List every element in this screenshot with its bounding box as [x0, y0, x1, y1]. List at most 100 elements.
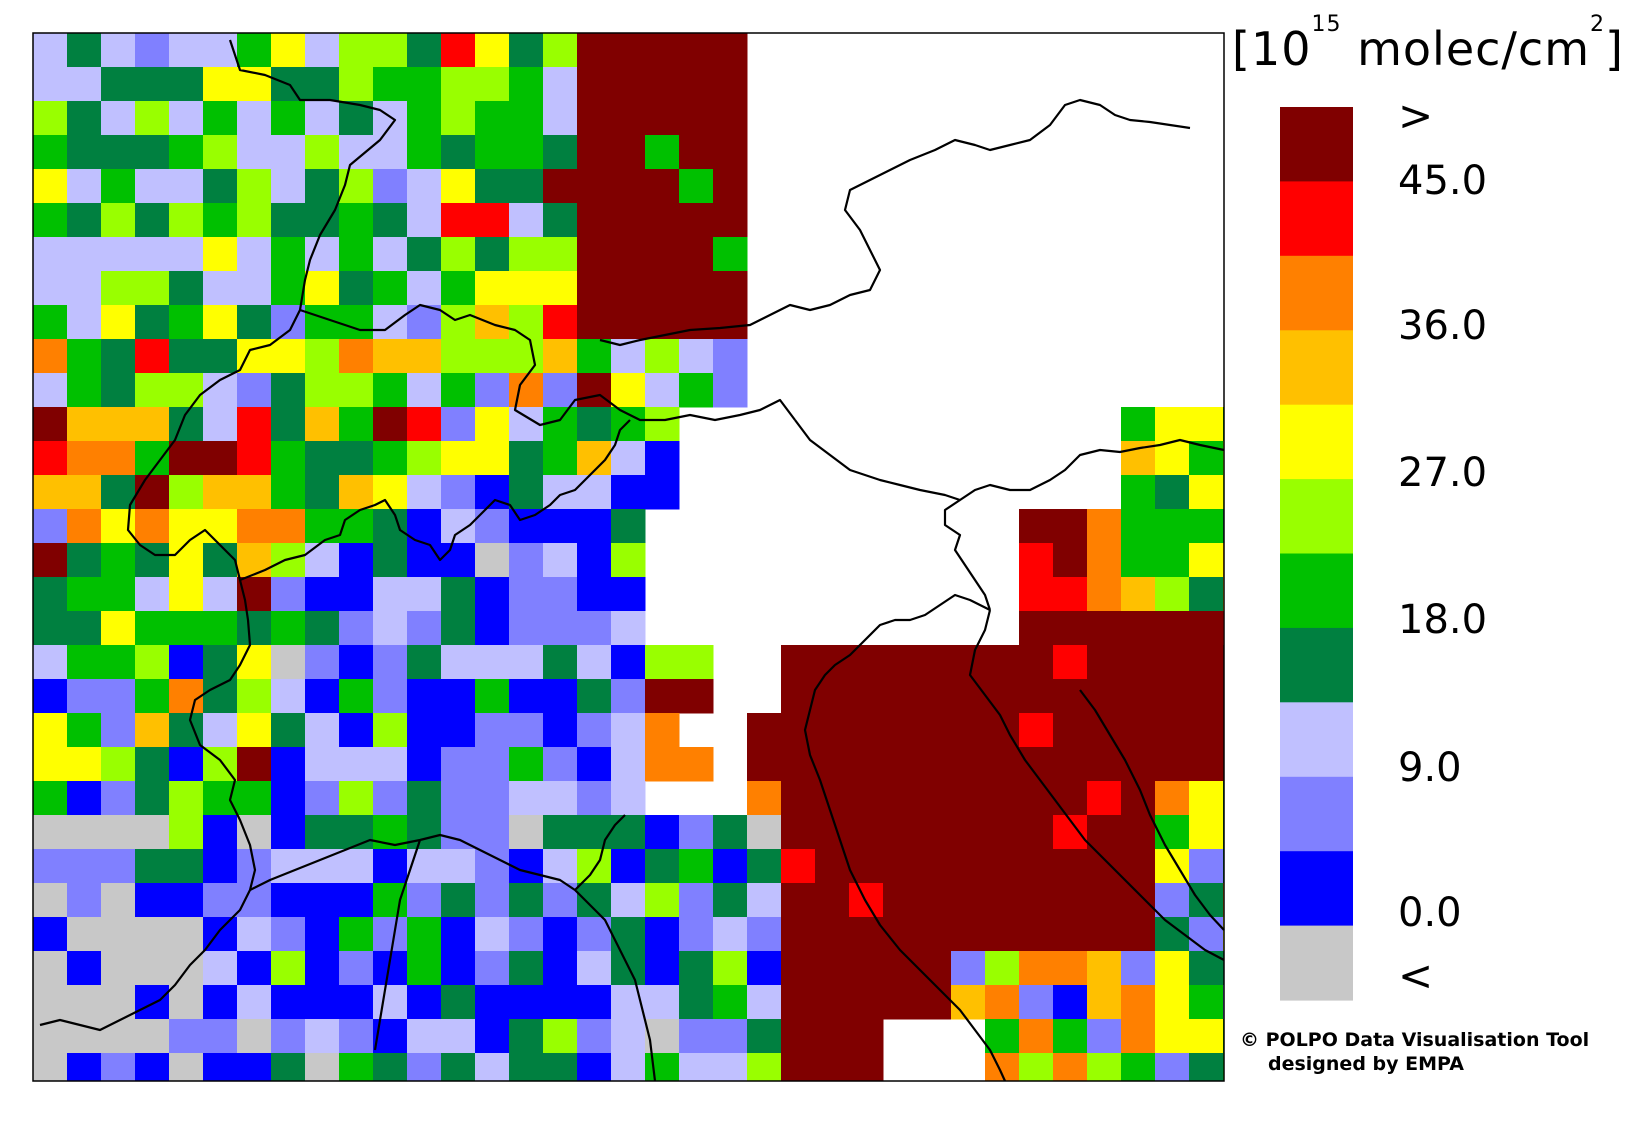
- grid-cell: [237, 339, 272, 374]
- grid-cell: [441, 985, 476, 1020]
- grid-cell: [271, 713, 306, 748]
- grid-cell: [509, 271, 544, 306]
- grid-cell: [169, 509, 204, 544]
- grid-cell: [543, 305, 578, 340]
- grid-cell: [679, 985, 714, 1020]
- grid-cell: [611, 509, 646, 544]
- grid-cell: [475, 169, 510, 204]
- grid-cell: [305, 271, 340, 306]
- grid-cell: [509, 679, 544, 714]
- grid-cell: [271, 169, 306, 204]
- grid-cell: [679, 679, 714, 714]
- grid-cell: [373, 203, 408, 238]
- grid-cell: [203, 305, 238, 340]
- grid-cell: [237, 815, 272, 850]
- grid-cell: [1155, 407, 1190, 442]
- grid-cell: [407, 67, 442, 102]
- grid-cell: [1189, 713, 1224, 748]
- grid-cell: [101, 985, 136, 1020]
- grid-cell: [33, 611, 68, 646]
- grid-cell: [543, 985, 578, 1020]
- grid-cell: [815, 781, 850, 816]
- grid-cell: [33, 917, 68, 952]
- grid-cell: [475, 237, 510, 272]
- grid-cell: [33, 475, 68, 510]
- grid-cell: [33, 1053, 68, 1082]
- grid-cell: [339, 645, 374, 680]
- grid-cell: [305, 135, 340, 170]
- grid-cell: [815, 883, 850, 918]
- grid-cell: [645, 407, 680, 442]
- grid-cell: [101, 33, 136, 68]
- grid-cell: [509, 1053, 544, 1082]
- grid-cell: [917, 917, 952, 952]
- grid-cell: [101, 1019, 136, 1054]
- grid-cell: [373, 271, 408, 306]
- grid-cell: [339, 679, 374, 714]
- grid-cell: [67, 373, 102, 408]
- grid-cell: [407, 169, 442, 204]
- grid-cell: [611, 33, 646, 68]
- grid-cell: [135, 169, 170, 204]
- grid-cell: [237, 305, 272, 340]
- data-grid: [33, 33, 1225, 1082]
- grid-cell: [679, 951, 714, 986]
- grid-cell: [917, 781, 952, 816]
- grid-cell: [339, 475, 374, 510]
- grid-cell: [407, 577, 442, 612]
- grid-cell: [1155, 543, 1190, 578]
- grid-cell: [577, 169, 612, 204]
- grid-cell: [339, 917, 374, 952]
- grid-cell: [407, 849, 442, 884]
- grid-cell: [1155, 747, 1190, 782]
- grid-cell: [781, 781, 816, 816]
- grid-cell: [1189, 577, 1224, 612]
- grid-cell: [339, 407, 374, 442]
- grid-cell: [339, 509, 374, 544]
- grid-cell: [815, 679, 850, 714]
- grid-cell: [747, 1019, 782, 1054]
- grid-cell: [1053, 951, 1088, 986]
- grid-cell: [1053, 577, 1088, 612]
- grid-cell: [475, 883, 510, 918]
- grid-cell: [373, 883, 408, 918]
- grid-cell: [441, 543, 476, 578]
- grid-cell: [237, 407, 272, 442]
- grid-cell: [679, 849, 714, 884]
- grid-cell: [1121, 645, 1156, 680]
- grid-cell: [509, 713, 544, 748]
- grid-cell: [169, 271, 204, 306]
- grid-cell: [645, 917, 680, 952]
- grid-cell: [917, 849, 952, 884]
- grid-cell: [169, 611, 204, 646]
- grid-cell: [237, 713, 272, 748]
- grid-cell: [271, 645, 306, 680]
- grid-cell: [203, 781, 238, 816]
- grid-cell: [1019, 543, 1054, 578]
- grid-cell: [1155, 611, 1190, 646]
- grid-cell: [237, 985, 272, 1020]
- grid-cell: [203, 203, 238, 238]
- grid-cell: [407, 645, 442, 680]
- grid-cell: [611, 611, 646, 646]
- grid-cell: [781, 849, 816, 884]
- grid-cell: [475, 815, 510, 850]
- grid-cell: [271, 1019, 306, 1054]
- grid-cell: [1189, 645, 1224, 680]
- grid-cell: [67, 67, 102, 102]
- grid-cell: [339, 135, 374, 170]
- grid-cell: [169, 917, 204, 952]
- grid-cell: [747, 883, 782, 918]
- grid-cell: [815, 645, 850, 680]
- grid-cell: [339, 747, 374, 782]
- legend-tick-label: 27.0: [1398, 450, 1488, 496]
- grid-cell: [543, 543, 578, 578]
- grid-cell: [339, 271, 374, 306]
- grid-cell: [33, 203, 68, 238]
- grid-cell: [1189, 509, 1224, 544]
- grid-cell: [883, 781, 918, 816]
- grid-cell: [67, 1053, 102, 1082]
- grid-cell: [441, 373, 476, 408]
- grid-cell: [305, 475, 340, 510]
